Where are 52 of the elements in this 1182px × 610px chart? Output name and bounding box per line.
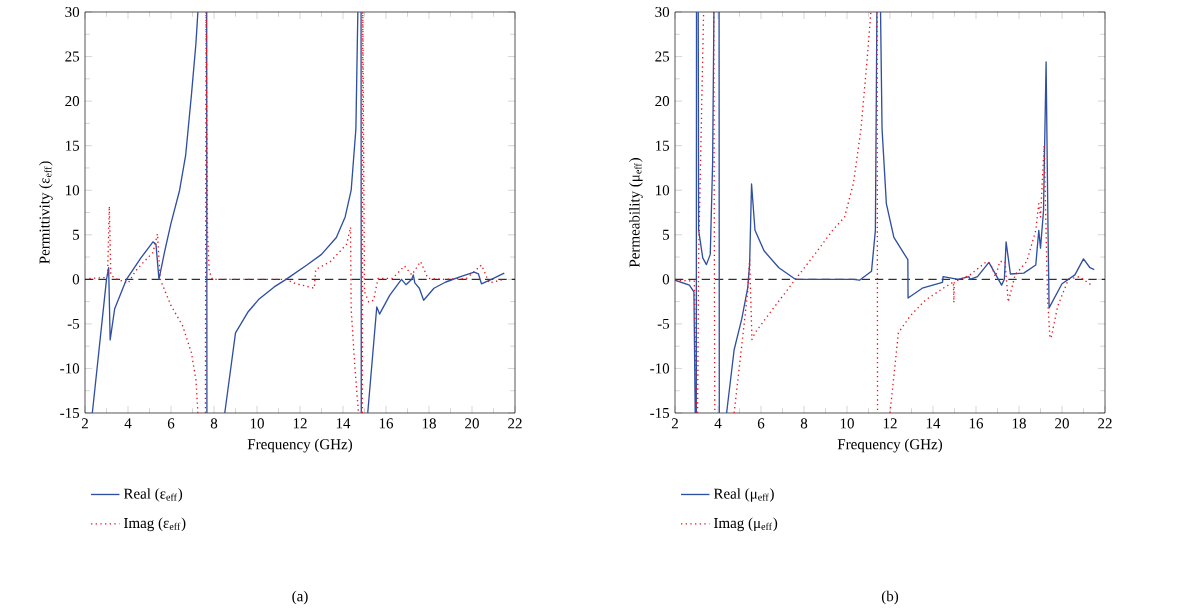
x-tick-label: 8	[800, 418, 808, 429]
x-axis-title: Frequency (GHz)	[837, 438, 943, 453]
x-axis-title: Frequency (GHz)	[247, 438, 353, 453]
x-tick-label: 2	[671, 418, 678, 429]
x-tick-label: 10	[250, 418, 264, 429]
x-tick-label: 12	[293, 418, 307, 429]
x-tick-label: 22	[508, 418, 522, 429]
legend-label: Real (ε$_{eff}$)	[123, 488, 183, 502]
y-tick-label: -10	[650, 363, 670, 374]
y-tick-label: 0	[72, 274, 80, 285]
y-tick-label: 10	[65, 185, 80, 196]
x-tick-label: 6	[167, 418, 175, 429]
x-tick-label: 14	[336, 418, 351, 429]
y-tick-label: 25	[65, 51, 80, 62]
y-tick-label: -15	[650, 407, 670, 419]
y-tick-label: 0	[662, 274, 670, 285]
x-tick-label: 10	[840, 418, 854, 429]
y-tick-label: -5	[657, 318, 670, 329]
x-tick-label: 20	[465, 418, 479, 429]
x-tick-label: 2	[81, 418, 88, 429]
y-tick-label: -15	[60, 407, 80, 419]
y-tick-label: 30	[655, 6, 670, 18]
y-axis-title: Permittivity (ε$_{eff}$)	[39, 161, 53, 264]
y-tick-label: 5	[73, 229, 80, 240]
y-tick-label: -10	[60, 363, 80, 374]
y-tick-label: -5	[67, 318, 80, 329]
y-tick-label: 15	[655, 140, 670, 151]
x-tick-label: 22	[1098, 418, 1112, 429]
y-axis-title: Permeability (μ$_{eff}$)	[629, 158, 643, 268]
legend-label: Imag (μ$_{eff}$)	[714, 517, 778, 532]
x-tick-label: 4	[124, 418, 132, 429]
x-tick-label: 14	[926, 418, 941, 429]
x-tick-label: 18	[422, 418, 436, 429]
x-tick-label: 16	[969, 418, 984, 429]
x-tick-label: 16	[379, 418, 394, 429]
x-tick-label: 18	[1012, 418, 1026, 429]
y-tick-label: 15	[65, 140, 80, 151]
x-tick-label: 20	[1055, 418, 1069, 429]
text: (b)	[881, 590, 899, 605]
y-tick-label: 5	[663, 229, 670, 240]
x-tick-label: 12	[883, 418, 897, 429]
y-tick-label: 25	[655, 51, 670, 62]
legend-label: Real (μ$_{eff}$)	[713, 488, 774, 502]
text: (a)	[292, 590, 308, 605]
x-tick-label: 6	[757, 418, 765, 429]
x-tick-label: 4	[714, 418, 722, 429]
y-tick-label: 20	[65, 96, 80, 107]
legend-label: Imag (ε$_{eff}$)	[124, 517, 186, 532]
y-tick-label: 30	[65, 6, 80, 18]
x-tick-label: 8	[210, 418, 218, 429]
y-tick-label: 10	[655, 185, 670, 196]
y-tick-label: 20	[655, 96, 670, 107]
